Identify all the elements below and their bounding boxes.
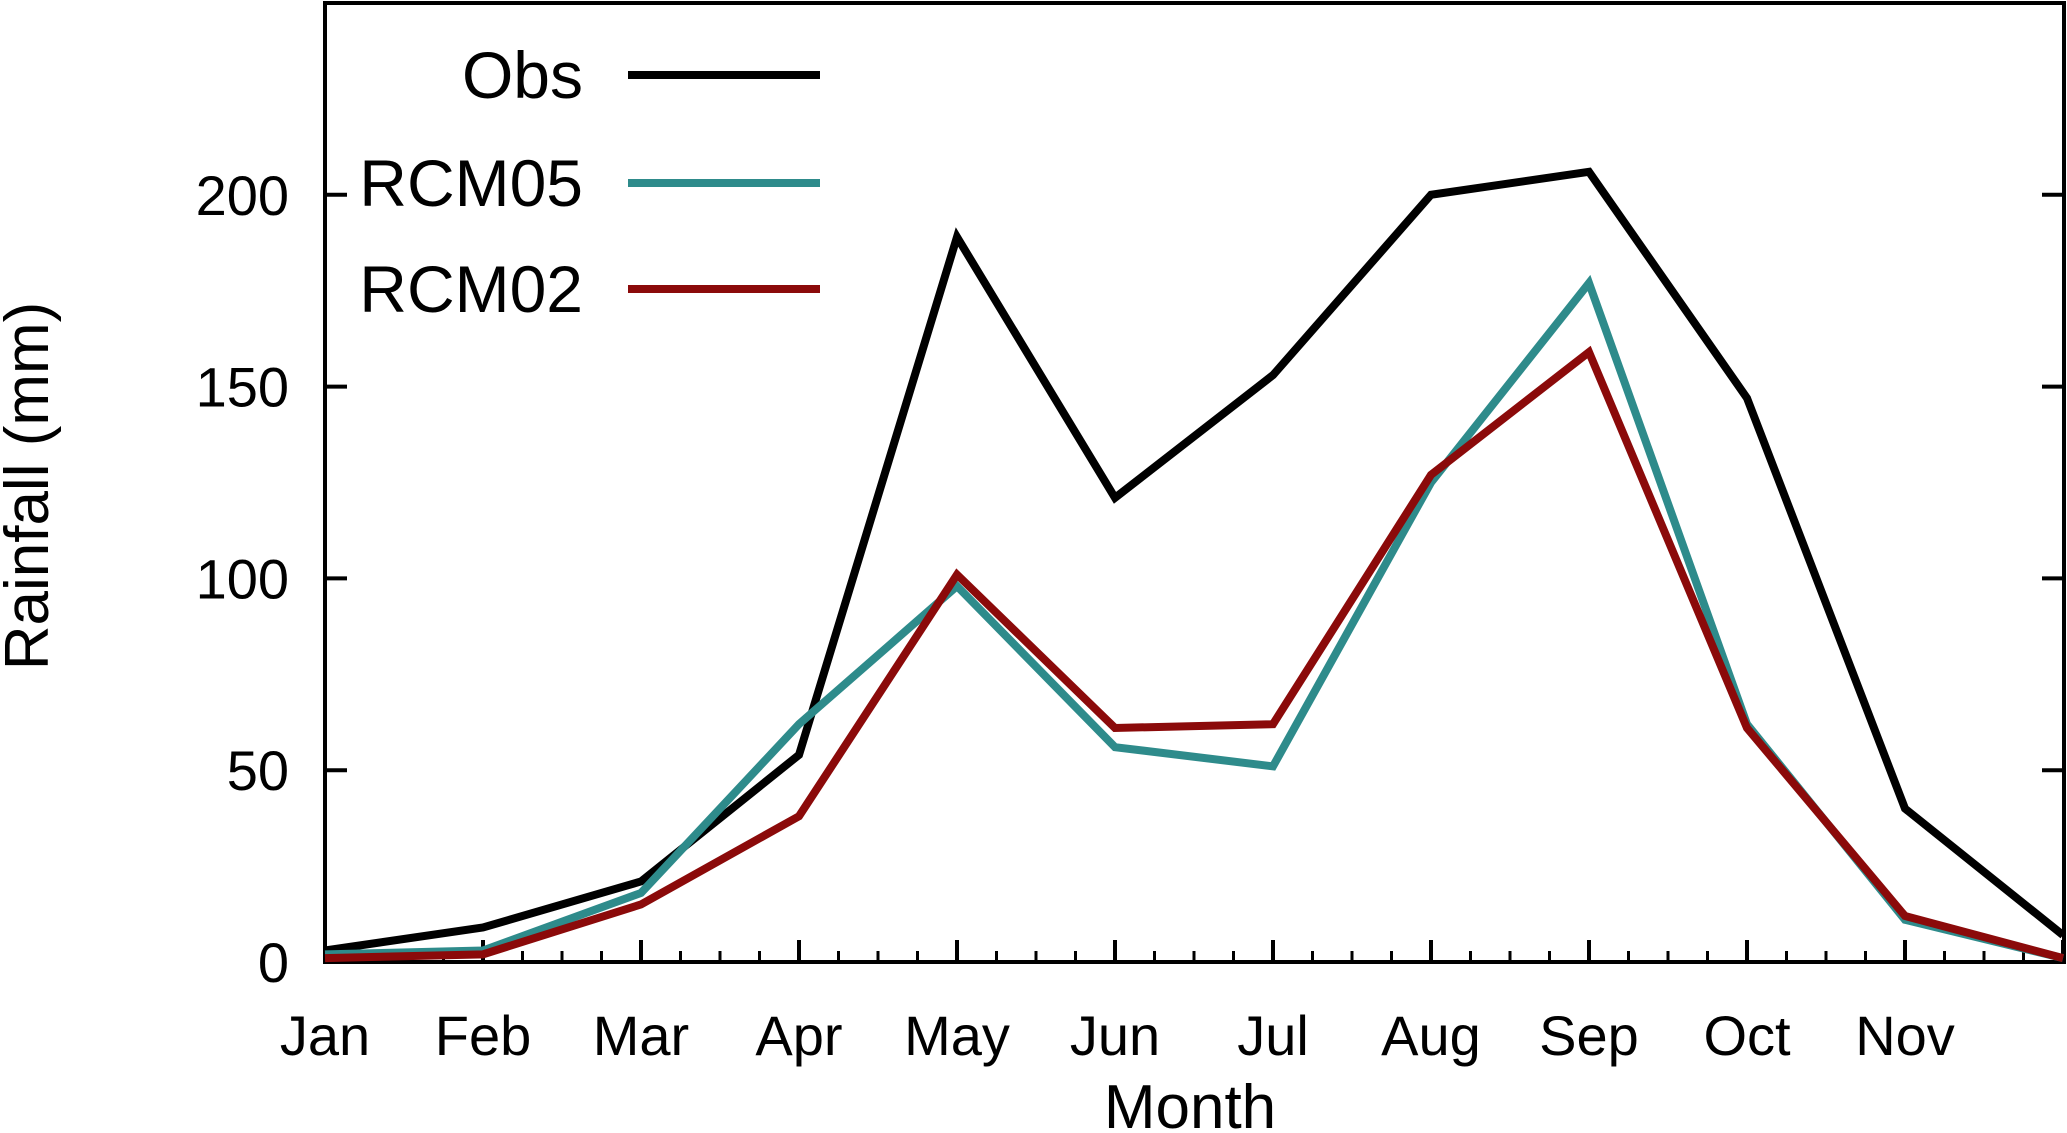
x-tick-label: Sep [1539,1004,1639,1067]
legend-label-rcm05: RCM05 [359,146,583,220]
x-tick-label: Feb [435,1004,532,1067]
x-axis-title: Month [1104,1073,1276,1133]
series-line-obs [324,167,2066,955]
y-tick-label: 0 [258,931,289,994]
x-tick-label: Jan [280,1004,370,1067]
legend-label-rcm02: RCM02 [359,252,583,326]
series-line-rcm02 [324,345,2065,963]
y-axis-title: Rainfall (mm) [0,302,62,671]
y-tick-label: 100 [196,547,289,610]
x-tick-label: Apr [755,1004,842,1067]
x-tick-label: Aug [1381,1004,1481,1067]
x-tick-label: Jul [1237,1004,1309,1067]
x-tick-label: Oct [1703,1004,1791,1067]
x-tick-label: Nov [1855,1004,1955,1067]
y-tick-label: 150 [196,356,289,419]
series-line-rcm05 [324,274,2064,963]
x-tick-label: May [904,1004,1010,1067]
y-tick-label: 200 [196,164,289,227]
y-tick-label: 50 [227,739,289,802]
legend-label-obs: Obs [462,38,583,112]
x-tick-label: Jun [1070,1004,1160,1067]
x-tick-label: Mar [593,1004,689,1067]
plot-frame [323,1,2066,964]
